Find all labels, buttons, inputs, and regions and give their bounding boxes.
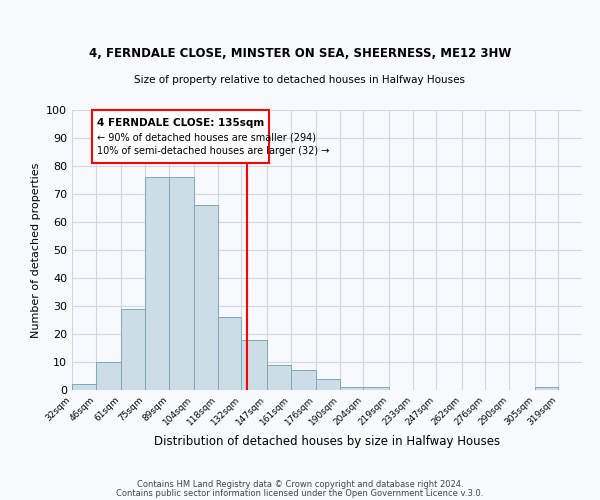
Bar bbox=[194, 205, 218, 390]
Text: 4 FERNDALE CLOSE: 135sqm: 4 FERNDALE CLOSE: 135sqm bbox=[97, 118, 264, 128]
Bar bbox=[121, 309, 145, 390]
Bar bbox=[72, 384, 96, 390]
Bar bbox=[169, 177, 194, 390]
Text: Contains public sector information licensed under the Open Government Licence v.: Contains public sector information licen… bbox=[116, 488, 484, 498]
Text: ← 90% of detached houses are smaller (294): ← 90% of detached houses are smaller (29… bbox=[97, 132, 316, 142]
Bar bbox=[364, 387, 389, 390]
Bar bbox=[290, 370, 316, 390]
Y-axis label: Number of detached properties: Number of detached properties bbox=[31, 162, 41, 338]
Bar bbox=[241, 340, 267, 390]
Bar bbox=[535, 387, 558, 390]
Bar bbox=[96, 362, 121, 390]
Text: 10% of semi-detached houses are larger (32) →: 10% of semi-detached houses are larger (… bbox=[97, 146, 330, 156]
Text: Contains HM Land Registry data © Crown copyright and database right 2024.: Contains HM Land Registry data © Crown c… bbox=[137, 480, 463, 489]
FancyBboxPatch shape bbox=[92, 110, 269, 163]
Text: 4, FERNDALE CLOSE, MINSTER ON SEA, SHEERNESS, ME12 3HW: 4, FERNDALE CLOSE, MINSTER ON SEA, SHEER… bbox=[89, 47, 511, 60]
Bar bbox=[316, 379, 340, 390]
X-axis label: Distribution of detached houses by size in Halfway Houses: Distribution of detached houses by size … bbox=[154, 436, 500, 448]
Bar bbox=[267, 365, 290, 390]
Bar bbox=[218, 317, 241, 390]
Bar bbox=[145, 177, 169, 390]
Bar bbox=[340, 387, 364, 390]
Text: Size of property relative to detached houses in Halfway Houses: Size of property relative to detached ho… bbox=[134, 75, 466, 85]
